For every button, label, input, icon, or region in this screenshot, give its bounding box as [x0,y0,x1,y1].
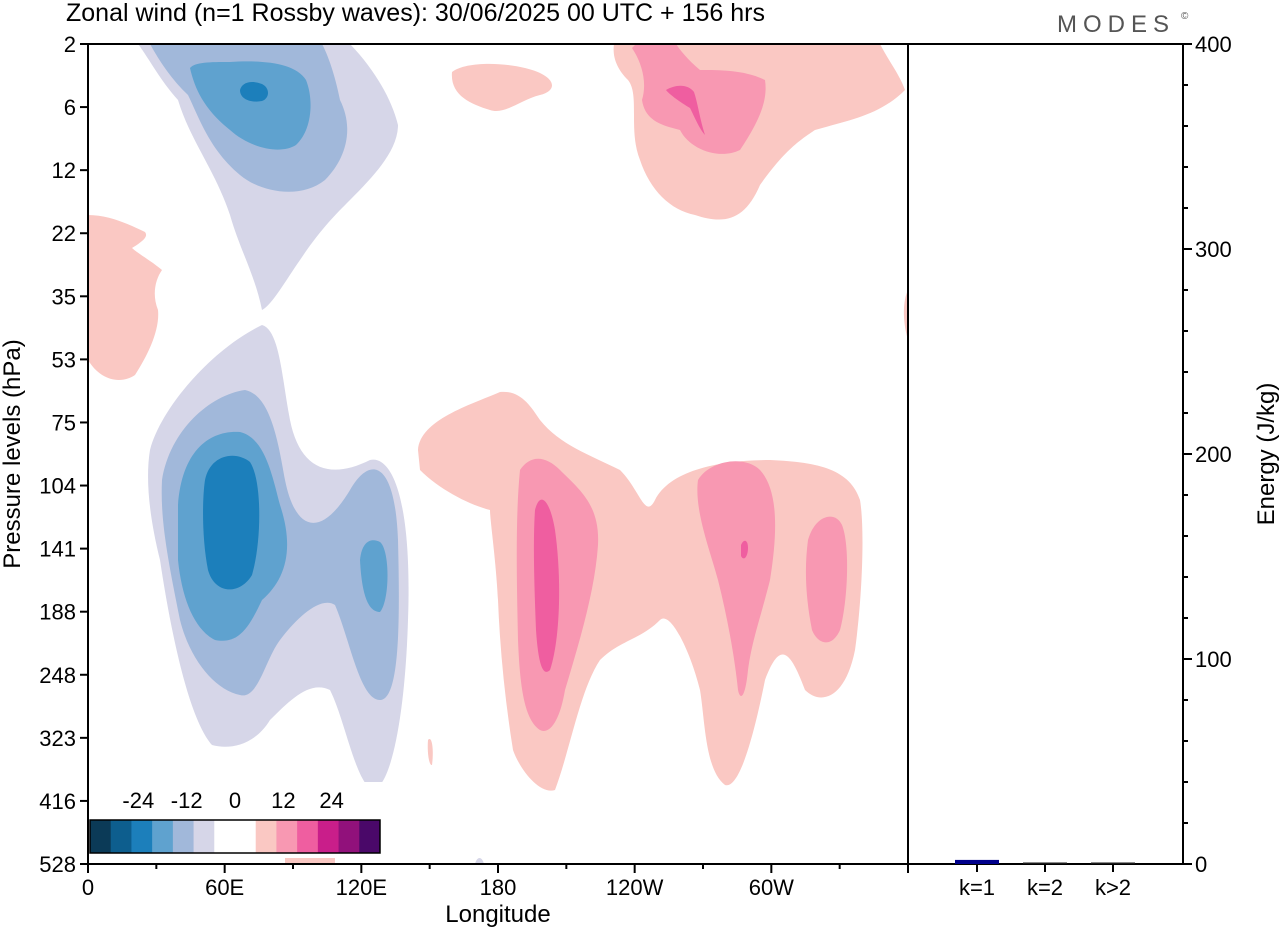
energy-tick-label: 0 [1195,852,1207,877]
energy-category-label: k>2 [1095,875,1131,900]
longitude-tick-label: 120W [606,875,664,900]
colorbar-labels: -24 -12 0 12 24 [122,788,343,813]
pos-region-upper-small [451,63,552,112]
energy-panel-frame [907,43,1184,865]
neg-region-lower-l3b [360,540,388,612]
pressure-tick-label: 12 [52,158,76,183]
pressure-tick-label: 248 [39,663,76,688]
pressure-tick-label: 323 [39,726,76,751]
pos-region-speck [427,739,433,766]
energy-tick-label: 300 [1195,237,1232,262]
energy-tick-label: 100 [1195,647,1232,672]
copyright-mark: © [1181,11,1189,22]
colorbar-label: 0 [229,788,241,813]
energy-axis: 0 100 200 300 400 [1183,32,1232,877]
colorbar-swatch [338,820,360,853]
colorbar-swatch [359,820,381,853]
energy-tick-label: 400 [1195,32,1232,57]
pressure-tick-label: 75 [52,410,76,435]
pressure-tick-label: 528 [39,852,76,877]
pos-region-upper-l2 [632,44,766,154]
longitude-tick-label: 120E [336,875,387,900]
longitude-axis-label: Longitude [445,901,550,928]
energy-category-label: k=2 [1027,875,1063,900]
pressure-tick-label: 22 [52,221,76,246]
colorbar-swatch [255,820,277,853]
pos-region-west [88,215,162,380]
pressure-tick-label: 35 [52,284,76,309]
pressure-tick-label: 141 [39,537,76,562]
energy-tick-label: 200 [1195,442,1232,467]
pressure-tick-label: 104 [39,474,76,499]
longitude-tick-label: 60E [205,875,244,900]
neg-region-lower-l4 [203,455,260,590]
colorbar-swatch [90,820,112,853]
colorbar-swatch [235,820,257,853]
pos-region-lower-l1 [418,391,863,791]
pos-region-east-edge [903,290,908,340]
pressure-tick-label: 416 [39,789,76,814]
neg-region-speck [475,858,484,864]
colorbar-swatch [110,820,132,853]
pos-region-lower-l2c [805,516,848,643]
colorbar-label: -24 [122,788,154,813]
colorbar-frame [89,819,381,854]
colorbar-swatch [317,820,340,853]
longitude-tick-label: 180 [480,875,517,900]
colorbar-label: -12 [171,788,203,813]
modes-logo: MODES [1057,11,1175,38]
colorbar-swatch [152,820,174,853]
pos-region-lower-l3b [741,540,748,559]
energy-bar [955,859,999,864]
energy-categories: k=1 k=2 k>2 [959,864,1131,900]
colorbar-swatch [297,820,319,853]
pressure-tick-label: 188 [39,600,76,625]
colorbar: -24 -12 0 12 24 [85,782,385,858]
longitude-axis: 0 60E 120E 180 120W 60W [82,864,909,900]
energy-bar [1023,862,1067,864]
pos-region-lower-l2b [697,461,776,696]
colorbar-swatches [90,820,381,853]
energy-axis-label: Energy (J/kg) [1253,383,1280,526]
colorbar-swatch [276,820,298,853]
energy-bar [1091,862,1135,864]
pressure-axis: 2 6 12 22 35 53 75 104 141 188 248 323 416 528 [39,32,88,877]
pressure-tick-label: 2 [64,32,76,57]
pressure-axis-label: Pressure levels (hPa) [0,339,26,568]
pos-region-lower-l3 [533,499,560,672]
colorbar-swatch [193,820,215,853]
energy-category-label: k=1 [959,875,995,900]
pressure-tick-label: 6 [64,95,76,120]
colorbar-swatch [172,820,195,853]
colorbar-label: 12 [271,788,295,813]
pos-region-upper-l3 [666,85,705,135]
neg-region-upper-l3 [190,61,311,150]
colorbar-swatch [214,820,236,853]
colorbar-swatch [131,820,153,853]
colorbar-label: 24 [319,788,343,813]
energy-bars [955,859,1135,864]
neg-region-upper-l4 [240,82,268,102]
longitude-tick-label: 0 [82,875,94,900]
contour-field [88,44,908,864]
pressure-tick-label: 53 [52,347,76,372]
longitude-tick-label: 60W [749,875,794,900]
chart-title: Zonal wind (n=1 Rossby waves): 30/06/202… [66,0,765,27]
